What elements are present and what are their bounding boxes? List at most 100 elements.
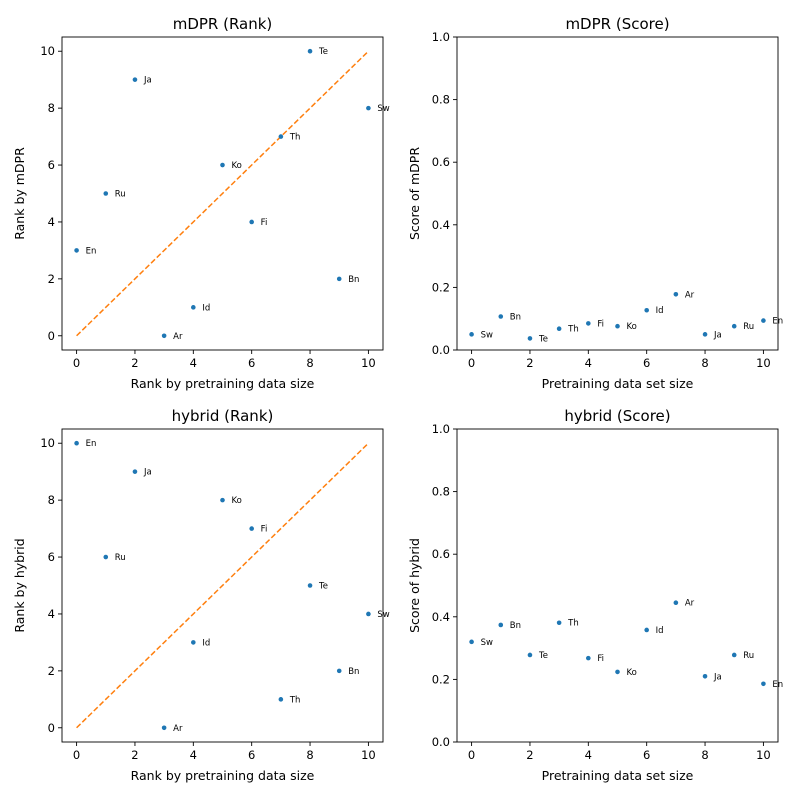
hybrid-rank-point-sw [366, 611, 371, 617]
hybrid-rank-ytick-label: 0 [48, 721, 55, 735]
mdpr-rank-ytick-label: 4 [48, 215, 55, 229]
mdpr-score-point-label: Bn [510, 313, 521, 323]
mdpr-score-title: mDPR (Score) [565, 15, 669, 33]
mdpr-score-xtick-label: 6 [643, 356, 650, 370]
hybrid-score-point-en [761, 681, 766, 687]
hybrid-score-y-axis-label: Score of hybrid [407, 538, 422, 633]
mdpr-score-point-ru [731, 323, 737, 329]
mdpr-score-point-label: Fi [597, 319, 604, 329]
hybrid-score-point-label: Id [656, 626, 664, 636]
mdpr-rank-point-ja [132, 77, 138, 82]
hybrid-score-xtick-label: 8 [701, 748, 708, 762]
hybrid-score-panel: hybrid (Score) 0 2 4 6 8 10 0.0 0.2 0.4 0.6 0.8 1.0 P… [407, 407, 783, 783]
mdpr-score-point-en [761, 318, 766, 323]
mdpr-rank-xtick-label: 6 [248, 356, 255, 370]
hybrid-score-x-axis-label: Pretraining data set size [542, 768, 694, 783]
mdpr-score-xtick-label: 10 [756, 356, 771, 370]
hybrid-rank-point-label: Th [289, 695, 301, 705]
hybrid-rank-point-label: Sw [377, 610, 389, 620]
hybrid-score-point-fi [586, 655, 591, 661]
mdpr-rank-point-label: Id [202, 303, 210, 313]
hybrid-rank-point-te [307, 583, 313, 588]
mdpr-rank-point-label: Ar [173, 332, 183, 342]
hybrid-rank-xtick-label: 0 [73, 748, 80, 762]
mdpr-rank-point-te [307, 48, 313, 54]
hybrid-rank-point-ko [220, 497, 225, 503]
mdpr-rank-xtick-label: 10 [361, 356, 376, 370]
hybrid-score-ytick-label: 0.6 [432, 547, 450, 561]
mdpr-rank-point-id [191, 305, 196, 310]
hybrid-score-ytick-label: 0.8 [432, 485, 450, 499]
hybrid-score-point-label: Ar [685, 599, 695, 609]
mdpr-score-xtick-label: 8 [701, 356, 708, 370]
hybrid-rank-point-th [278, 697, 284, 702]
hybrid-rank-reference-line [76, 442, 369, 729]
hybrid-rank-point-label: Ja [143, 468, 152, 478]
hybrid-rank-xtick-label: 10 [361, 748, 376, 762]
mdpr-score-point-label: Ja [713, 330, 722, 340]
hybrid-rank-point-label: Bn [348, 667, 359, 677]
mdpr-rank-ytick-label: 8 [48, 101, 55, 115]
hybrid-score-point-label: Bn [510, 621, 521, 631]
mdpr-score-point-bn [498, 314, 504, 319]
hybrid-score-xtick-label: 10 [756, 748, 771, 762]
hybrid-score-point-label: Th [567, 619, 579, 629]
hybrid-score-plot-frame [456, 428, 779, 743]
hybrid-rank-title: hybrid (Rank) [172, 407, 274, 425]
hybrid-rank-ytick-label: 4 [48, 607, 55, 621]
hybrid-score-point-ja [702, 673, 708, 679]
mdpr-rank-panel: mDPR (Rank) 0 2 4 6 8 10 0 2 4 6 8 10 Rank by pretrai… [12, 15, 390, 391]
hybrid-rank-xtick-label: 2 [131, 748, 138, 762]
hybrid-score-xtick-label: 0 [468, 748, 475, 762]
hybrid-score-point-label: Ru [743, 651, 754, 661]
mdpr-rank-point-label: Ko [232, 161, 242, 171]
mdpr-score-point-label: Ko [627, 322, 637, 332]
mdpr-rank-point-label: Ru [115, 190, 126, 200]
hybrid-score-point-ru [731, 652, 737, 658]
hybrid-rank-xtick-label: 6 [248, 748, 255, 762]
hybrid-score-point-id [644, 627, 649, 633]
hybrid-score-title: hybrid (Score) [564, 407, 670, 425]
hybrid-score-point-sw [469, 639, 474, 645]
hybrid-rank-point-id [191, 640, 196, 645]
mdpr-score-ytick-label: 0.2 [432, 280, 450, 294]
mdpr-rank-point-ar [161, 333, 167, 339]
mdpr-score-point-label: Th [567, 325, 579, 335]
mdpr-rank-point-sw [366, 105, 371, 111]
mdpr-score-point-label: Te [538, 334, 548, 344]
mdpr-rank-xtick-label: 2 [131, 356, 138, 370]
mdpr-rank-ytick-label: 6 [48, 158, 55, 172]
hybrid-rank-point-label: En [86, 439, 97, 449]
mdpr-score-xtick-label: 0 [468, 356, 475, 370]
mdpr-rank-ytick-label: 0 [48, 329, 55, 343]
mdpr-rank-y-axis-label: Rank by mDPR [12, 147, 27, 240]
hybrid-rank-ytick-label: 8 [48, 493, 55, 507]
mdpr-rank-point-label: Th [289, 133, 301, 143]
hybrid-rank-point-en [74, 440, 79, 446]
mdpr-score-point-label: Sw [481, 330, 493, 340]
mdpr-rank-point-label: Fi [261, 218, 268, 228]
mdpr-score-ytick-label: 1.0 [432, 30, 450, 44]
mdpr-rank-ytick-label: 10 [40, 44, 55, 58]
mdpr-score-xtick-label: 4 [585, 356, 592, 370]
mdpr-score-point-label: Ar [685, 290, 695, 300]
hybrid-rank-point-ru [103, 554, 109, 560]
hybrid-score-xtick-label: 4 [585, 748, 592, 762]
hybrid-rank-ytick-label: 10 [40, 436, 55, 450]
mdpr-rank-plot-frame [61, 36, 384, 351]
mdpr-rank-title: mDPR (Rank) [173, 15, 273, 33]
mdpr-rank-point-label: Bn [348, 275, 359, 285]
mdpr-rank-point-ru [103, 191, 109, 196]
hybrid-score-ytick-label: 1.0 [432, 422, 450, 436]
mdpr-score-ytick-label: 0.0 [432, 343, 450, 357]
hybrid-score-point-label: Te [538, 651, 548, 661]
hybrid-score-point-label: Sw [481, 638, 493, 648]
hybrid-rank-point-label: Ar [173, 724, 183, 734]
mdpr-score-x-axis-label: Pretraining data set size [542, 376, 694, 391]
mdpr-rank-reference-line [76, 50, 369, 337]
mdpr-score-point-ja [702, 332, 708, 337]
mdpr-score-point-label: Id [656, 306, 664, 316]
mdpr-score-point-te [527, 336, 533, 341]
mdpr-rank-point-bn [336, 276, 342, 282]
mdpr-rank-point-ko [220, 162, 225, 168]
